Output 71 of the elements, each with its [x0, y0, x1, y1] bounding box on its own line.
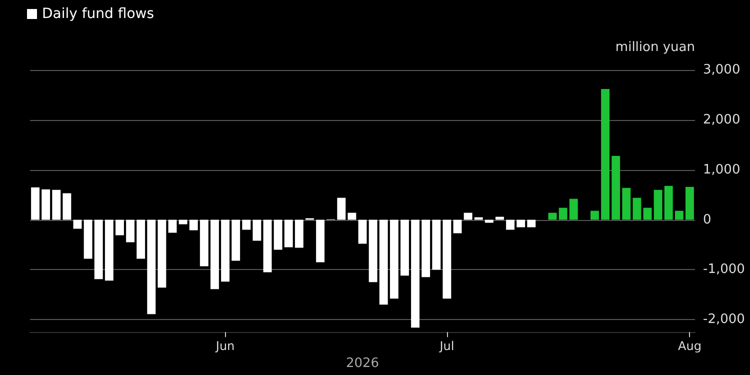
bar — [654, 190, 662, 220]
bar — [73, 220, 82, 229]
y-tick-label: -1,000 — [703, 262, 745, 278]
bar — [42, 189, 50, 220]
bar — [601, 88, 610, 220]
bar — [432, 220, 441, 270]
y-tick-label: 0 — [703, 212, 712, 228]
bar — [31, 187, 40, 220]
bar — [496, 216, 504, 220]
bar — [390, 220, 398, 299]
bar — [168, 220, 177, 233]
bar — [294, 220, 304, 248]
bar — [590, 210, 599, 220]
y-tick-label: 1,000 — [703, 162, 740, 178]
bar — [516, 220, 526, 228]
bar — [242, 220, 251, 230]
y-axis-title: million yuan — [615, 40, 695, 55]
x-axis-title: 2026 — [346, 356, 380, 371]
y-tick-label: 2,000 — [703, 112, 740, 128]
bar — [210, 220, 219, 290]
bar — [263, 220, 272, 272]
bar — [686, 186, 694, 220]
bar — [411, 220, 420, 328]
bar — [316, 220, 324, 262]
bar — [400, 220, 409, 276]
bar — [126, 220, 134, 242]
bar — [548, 212, 557, 220]
bar — [284, 220, 293, 248]
x-tick-label: Jul — [438, 339, 454, 354]
bar — [569, 198, 578, 220]
bar — [348, 212, 356, 220]
bar — [442, 220, 452, 299]
bar — [189, 220, 198, 230]
bar — [147, 220, 156, 314]
bar — [632, 198, 642, 220]
bar — [178, 220, 188, 224]
bar — [612, 156, 620, 220]
x-tick-label: Jun — [214, 339, 235, 354]
bar — [200, 220, 208, 266]
bar — [136, 220, 146, 259]
bar — [558, 208, 568, 220]
bar — [221, 220, 230, 282]
bar — [104, 220, 114, 281]
bar — [52, 190, 61, 220]
bar — [358, 220, 367, 244]
bar — [274, 220, 282, 250]
bar — [84, 220, 92, 259]
bar — [62, 193, 72, 220]
bar — [453, 220, 462, 234]
legend-label: Daily fund flows — [42, 6, 154, 22]
bar — [158, 220, 166, 288]
bar — [484, 220, 494, 223]
bar — [337, 198, 346, 220]
bar — [94, 220, 103, 280]
bar — [474, 217, 483, 220]
bar — [252, 220, 262, 241]
y-tick-label: 3,000 — [703, 62, 740, 78]
bar — [422, 220, 430, 278]
bar — [622, 188, 631, 220]
x-tick-label: Aug — [678, 339, 702, 354]
bar — [232, 220, 240, 261]
bar — [379, 220, 388, 305]
bar — [527, 220, 536, 228]
bar — [368, 220, 378, 282]
bar — [464, 212, 472, 220]
bar — [116, 220, 124, 236]
bar — [674, 210, 684, 220]
y-tick-label: -2,000 — [703, 312, 745, 328]
bar — [506, 220, 514, 230]
bar — [643, 208, 652, 220]
bar — [664, 186, 673, 220]
